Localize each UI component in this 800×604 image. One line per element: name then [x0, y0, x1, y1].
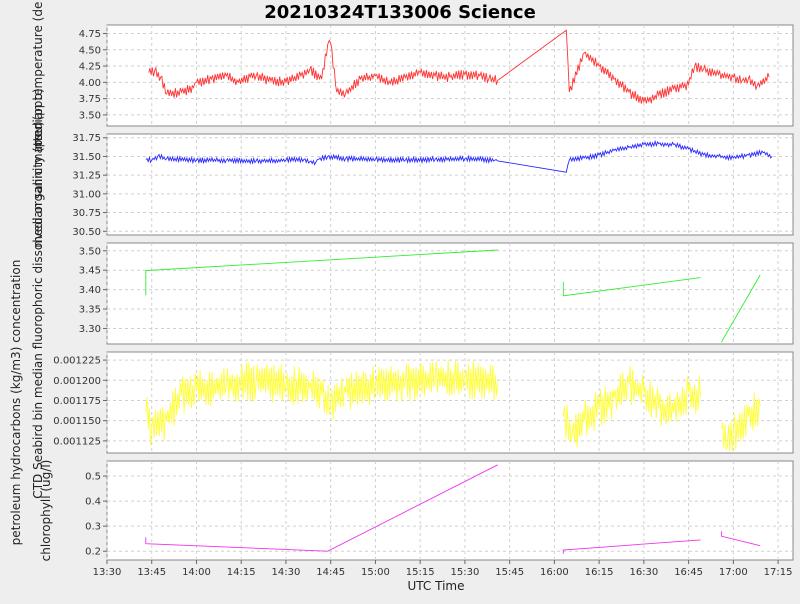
x-tick-label: 14:45 — [316, 567, 345, 578]
series-line-3-1 — [145, 249, 498, 296]
series-line-1-2 — [497, 29, 770, 104]
y-tick-label: 3.35 — [79, 305, 101, 316]
x-tick-label: 17:15 — [764, 567, 793, 578]
y-tick-label: 0.001150 — [53, 416, 101, 427]
x-tick-label: 17:00 — [719, 567, 748, 578]
chart-title: 20210324T133006 Science — [264, 2, 536, 23]
x-tick-label: 16:00 — [540, 567, 569, 578]
y-tick-label: 3.50 — [79, 246, 101, 257]
x-tick-label: 15:00 — [361, 567, 390, 578]
y-tick-label: 0.001125 — [53, 436, 101, 447]
y-axis-label: median salinity (psu) — [31, 121, 45, 247]
x-tick-label: 14:15 — [227, 567, 256, 578]
y-axis-label: chlorophyll (ug/l) — [39, 460, 53, 562]
x-tick-label: 15:45 — [495, 567, 524, 578]
y-tick-label: 3.30 — [79, 324, 101, 335]
y-tick-label: 0.001175 — [53, 396, 101, 407]
series-line-3-2 — [562, 277, 701, 297]
series-line-1-1 — [148, 39, 499, 98]
series-line-5-3 — [720, 531, 761, 547]
series-line-2-1 — [145, 153, 498, 166]
x-axis-label: UTC Time — [408, 579, 465, 593]
panel-4: 0.001125 0.001150 0.001175 0.001200 0.001225… — [9, 260, 794, 546]
y-tick-label: 3.45 — [79, 266, 101, 277]
plot-area — [106, 242, 794, 345]
y-tick-label: 0.001225 — [53, 356, 101, 367]
y-tick-label: 4.75 — [79, 29, 101, 40]
y-tick-label: 4.25 — [79, 62, 101, 73]
y-tick-label: 4.50 — [79, 45, 101, 56]
y-tick-label: 0.5 — [85, 472, 101, 483]
x-tick-label: 14:30 — [272, 567, 301, 578]
y-axis-label: median temperature (de — [31, 2, 45, 150]
series-line-4-1 — [145, 359, 499, 446]
panel-5: 0.2 0.3 0.4 0.5 chlorophyll (ug/l) — [39, 460, 794, 562]
y-tick-label: 30.75 — [72, 208, 101, 219]
y-tick-label: 3.40 — [79, 285, 101, 296]
series-line-4-2 — [562, 365, 701, 448]
y-tick-label: 3.50 — [79, 110, 101, 121]
x-tick-label: 16:30 — [629, 567, 658, 578]
panel-1: 3.50 3.75 4.00 4.25 4.50 4.75 median temperatu… — [31, 2, 794, 150]
panel-3: 3.30 3.35 3.40 3.45 3.50 CTD Seabird bin medi… — [31, 88, 794, 499]
x-tick-label: 16:45 — [674, 567, 703, 578]
x-tick-label: 13:30 — [93, 567, 122, 578]
x-tick-label: 15:15 — [406, 567, 435, 578]
series-line-5-1 — [145, 464, 498, 552]
y-axis-label: petroleum hydrocarbons (kg/m3) concentra… — [9, 260, 23, 546]
y-tick-label: 0.3 — [85, 522, 101, 533]
y-tick-label: 31.50 — [72, 152, 101, 163]
series-line-4-3 — [720, 392, 761, 451]
plot-area — [106, 351, 794, 454]
x-tick-label: 14:00 — [182, 567, 211, 578]
series-line-3-3 — [721, 274, 761, 343]
plot-area — [106, 133, 794, 236]
y-tick-label: 30.50 — [72, 227, 101, 238]
y-axis-label: CTD Seabird bin median fluorophoric diss… — [31, 88, 45, 498]
series-line-5-2 — [562, 539, 701, 554]
x-tick-label: 13:45 — [137, 567, 166, 578]
series-line-2-2 — [497, 139, 773, 173]
y-tick-label: 4.00 — [79, 78, 101, 89]
y-tick-label: 0.001200 — [53, 376, 101, 387]
y-tick-label: 0.2 — [85, 547, 101, 558]
y-tick-label: 31.25 — [72, 171, 101, 182]
y-tick-label: 31.00 — [72, 189, 101, 200]
x-tick-label: 16:15 — [585, 567, 614, 578]
plot-area — [106, 460, 794, 561]
y-tick-label: 0.4 — [85, 497, 101, 508]
y-tick-label: 31.75 — [72, 133, 101, 144]
y-tick-label: 3.75 — [79, 94, 101, 105]
panel-2: 30.50 30.75 31.00 31.25 31.50 31.75 median sal… — [31, 121, 794, 248]
x-tick-label: 15:30 — [450, 567, 479, 578]
